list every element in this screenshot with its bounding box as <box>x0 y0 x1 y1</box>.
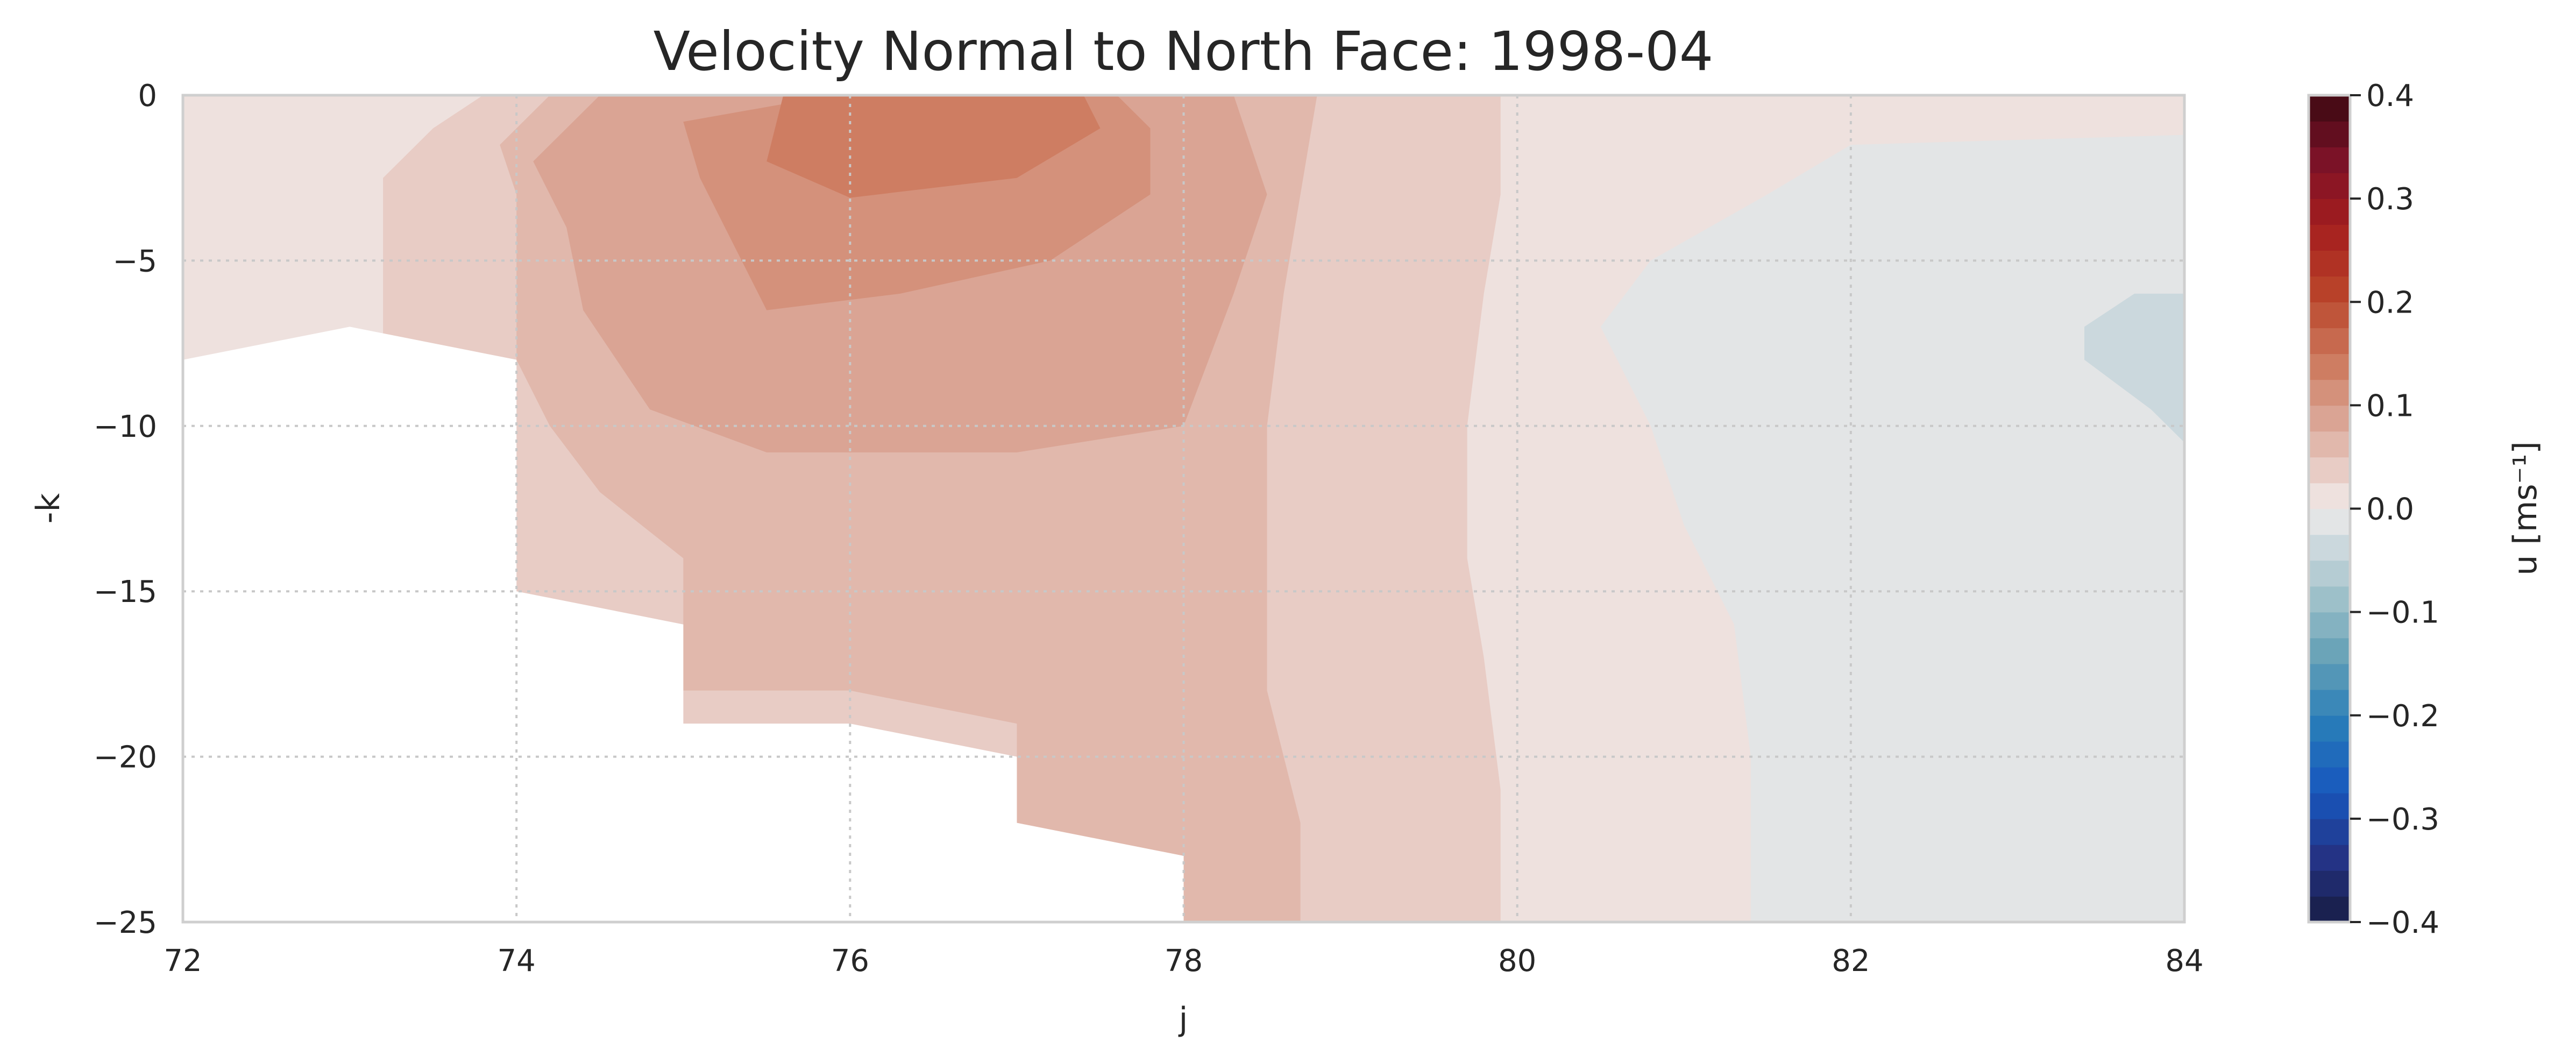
plot-frame <box>181 94 2186 924</box>
colorbar-level <box>2309 896 2350 923</box>
colorbar-level <box>2309 302 2350 329</box>
y-tick-label: −25 <box>94 905 157 940</box>
x-tick-label: 84 <box>2165 944 2203 979</box>
x-axis-ticks: 72 74 76 78 80 82 84 <box>164 944 2203 979</box>
colorbar-level <box>2309 173 2350 199</box>
colorbar-tick-label: 0.4 <box>2366 79 2414 114</box>
x-tick-label: 80 <box>1498 944 1536 979</box>
colorbar-level <box>2309 792 2350 819</box>
colorbar-tick-label: −0.3 <box>2366 802 2439 837</box>
colorbar-levels <box>2309 95 2350 923</box>
y-tick-label: −5 <box>112 244 157 279</box>
colorbar-level <box>2309 637 2350 664</box>
colorbar-level <box>2309 689 2350 716</box>
colorbar-level <box>2309 250 2350 277</box>
colorbar-level <box>2309 405 2350 432</box>
contour-band-7 <box>767 95 1101 198</box>
x-tick-label: 74 <box>498 944 536 979</box>
colorbar-level <box>2309 353 2350 380</box>
colorbar-tick-label: 0.3 <box>2366 182 2414 217</box>
contour-band-1 <box>1600 134 2184 922</box>
plot-area: 72 74 76 78 80 82 84 0 −5 −10 −15 −20 −25 <box>94 79 2204 979</box>
x-tick-label: 82 <box>1832 944 1870 979</box>
colorbar-level <box>2309 741 2350 768</box>
colorbar-level <box>2309 147 2350 173</box>
colorbar-level <box>2309 612 2350 639</box>
x-tick-label: 76 <box>831 944 869 979</box>
x-tick-label: 78 <box>1165 944 1203 979</box>
colorbar-level <box>2309 715 2350 742</box>
colorbar-level <box>2309 483 2350 509</box>
colorbar-tick-label: −0.1 <box>2366 596 2439 630</box>
colorbar-level <box>2309 199 2350 225</box>
colorbar-level <box>2309 818 2350 845</box>
y-tick-label: 0 <box>138 79 157 114</box>
colorbar-level <box>2309 457 2350 484</box>
colorbar-level <box>2309 534 2350 561</box>
x-axis-label: j <box>1178 1001 1188 1038</box>
y-axis-ticks: 0 −5 −10 −15 −20 −25 <box>94 79 157 940</box>
colorbar-level <box>2309 224 2350 251</box>
y-axis-label: -k <box>30 493 67 524</box>
colorbar-level <box>2309 767 2350 793</box>
y-tick-label: −15 <box>94 575 157 610</box>
y-tick-label: −20 <box>94 740 157 775</box>
colorbar-tick-label: 0.2 <box>2366 285 2414 320</box>
colorbar-tick-label: −0.2 <box>2366 699 2439 734</box>
colorbar-tick-label: −0.4 <box>2366 905 2439 940</box>
colorbar-level <box>2309 870 2350 897</box>
colorbar-label: u [ms⁻¹] <box>2507 441 2544 575</box>
colorbar-level <box>2309 121 2350 147</box>
colorbar-level <box>2309 328 2350 355</box>
chart-title: Velocity Normal to North Face: 1998-04 <box>654 20 1714 83</box>
colorbar-level <box>2309 508 2350 535</box>
colorbar-level <box>2309 586 2350 613</box>
colorbar-tick-label: 0.1 <box>2366 388 2414 423</box>
land-mask <box>183 327 1184 922</box>
colorbar: 0.4 0.3 0.2 0.1 0.0 −0.1 −0.2 −0.3 −0.4 u [ms⁻¹] <box>2307 79 2544 940</box>
gridlines <box>183 95 2184 922</box>
colorbar-level <box>2309 276 2350 303</box>
x-tick-label: 72 <box>164 944 202 979</box>
colorbar-level <box>2309 844 2350 871</box>
colorbar-level <box>2309 560 2350 587</box>
colorbar-tick-label: 0.0 <box>2366 492 2414 527</box>
contour-band-2 <box>2084 293 2184 443</box>
colorbar-level <box>2309 95 2350 122</box>
y-tick-label: −10 <box>94 409 157 444</box>
colorbar-level <box>2309 379 2350 406</box>
colorbar-level <box>2309 431 2350 458</box>
colorbar-ticks: 0.4 0.3 0.2 0.1 0.0 −0.1 −0.2 −0.3 −0.4 <box>2350 79 2439 940</box>
colorbar-level <box>2309 663 2350 690</box>
